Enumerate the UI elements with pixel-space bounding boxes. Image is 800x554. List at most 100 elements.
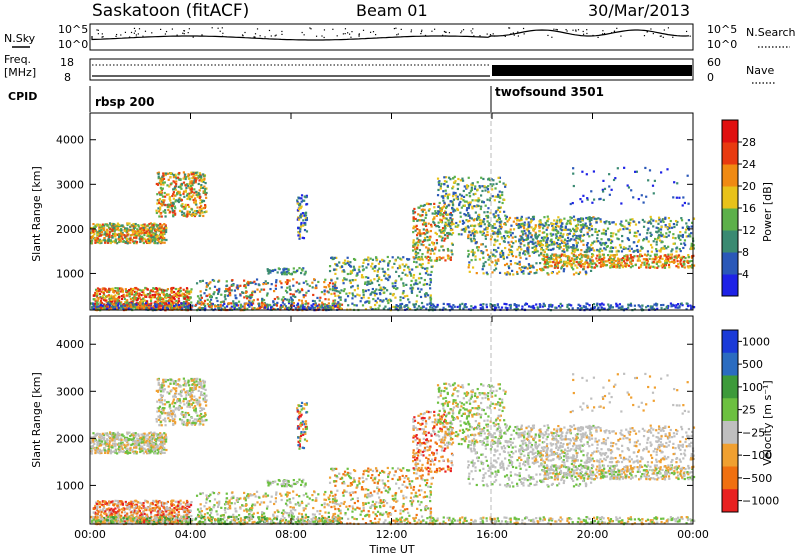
echo-cell <box>660 264 663 267</box>
echo-cell <box>185 295 188 298</box>
nsearch-dot <box>512 32 514 34</box>
echo-cell <box>254 282 257 286</box>
nsearch-dot <box>144 30 147 32</box>
echo-cell <box>321 301 324 304</box>
echo-cell <box>128 292 131 295</box>
echo-cell <box>469 238 473 241</box>
echo-cell <box>435 256 439 260</box>
echo-cell <box>452 185 455 188</box>
echo-cell <box>456 207 459 210</box>
nsearch-dot <box>133 27 136 30</box>
echo-cell <box>299 305 303 308</box>
echo-cell <box>160 239 164 242</box>
echo-cell <box>369 257 372 260</box>
echo-cell <box>568 239 571 242</box>
echo-cell <box>143 303 146 306</box>
echo-cell <box>172 304 176 308</box>
echo-cell <box>442 217 445 220</box>
echo-cell <box>396 287 399 290</box>
echo-cell <box>472 193 475 196</box>
echo-cell <box>671 236 675 239</box>
echo-cell <box>225 284 229 287</box>
echo-cell <box>105 239 108 242</box>
echo-cell <box>372 291 376 294</box>
echo-cell <box>182 302 185 305</box>
echo-cell <box>493 269 496 272</box>
echo-cell <box>342 282 345 285</box>
echo-cell <box>449 200 452 203</box>
echo-cell <box>336 277 339 280</box>
echo-cell <box>485 249 488 252</box>
echo-cell <box>638 255 641 258</box>
echo-cell <box>414 217 417 221</box>
echo-cell <box>577 261 580 264</box>
echo-cell <box>523 250 526 253</box>
echo-cell <box>567 258 570 262</box>
echo-cell <box>130 306 133 309</box>
echo-cell <box>160 193 163 196</box>
echo-cell <box>373 265 376 269</box>
nsearch-dot <box>182 32 184 34</box>
echo-cell <box>296 304 299 307</box>
echo-cell <box>588 228 591 231</box>
echo-cell <box>179 178 182 182</box>
echo-cell <box>172 197 175 200</box>
echo-cell <box>345 278 348 281</box>
echo-cell <box>448 257 451 260</box>
echo-cell <box>102 292 105 295</box>
echo-cell <box>233 289 237 292</box>
echo-cell <box>173 293 176 297</box>
echo-cell <box>443 176 446 179</box>
nsearch-dot <box>613 30 616 32</box>
echo-cell <box>435 239 438 242</box>
echo-cell <box>677 237 681 240</box>
echo-cell <box>545 247 548 250</box>
echo-cell <box>659 250 662 253</box>
echo-cell <box>545 241 549 245</box>
echo-cell <box>402 290 405 293</box>
echo-cell <box>224 298 227 301</box>
echo-cell <box>611 221 614 224</box>
echo-cell <box>381 267 384 270</box>
echo-cell <box>610 258 613 262</box>
echo-cell <box>396 306 399 309</box>
echo-cell <box>407 258 411 261</box>
nsearch-dot <box>662 36 664 38</box>
echo-cell <box>418 281 421 284</box>
nsearch-dot <box>309 27 311 29</box>
echo-cell <box>473 225 476 228</box>
echo-cell <box>561 222 564 225</box>
echo-cell <box>602 260 605 264</box>
echo-cell <box>138 230 142 233</box>
nsearch-dot <box>424 34 427 37</box>
echo-cell <box>289 296 293 299</box>
echo-cell <box>545 259 548 262</box>
echo-cell <box>488 222 491 225</box>
echo-cell <box>611 235 614 238</box>
echo-cell <box>512 273 515 276</box>
echo-cell <box>442 190 445 193</box>
echo-cell <box>124 240 127 244</box>
echo-cell <box>116 304 120 307</box>
echo-cell <box>612 258 615 261</box>
echo-cell <box>104 223 107 226</box>
echo-cell <box>112 240 115 243</box>
echo-cell <box>483 218 486 221</box>
echo-cell <box>435 242 439 245</box>
echo-cell <box>157 207 160 210</box>
echo-cell <box>461 179 465 182</box>
echo-cell <box>687 219 691 222</box>
echo-cell <box>473 187 477 190</box>
echo-cell <box>469 224 473 227</box>
echo-cell <box>388 307 391 310</box>
echo-cell <box>418 272 422 275</box>
echo-cell <box>466 207 469 210</box>
echo-cell <box>625 219 628 222</box>
nsky-line <box>91 29 690 41</box>
echo-cell <box>105 289 109 292</box>
echo-cell <box>546 220 549 223</box>
echo-cell <box>550 257 553 260</box>
echo-cell <box>360 276 364 279</box>
echo-cell <box>600 238 603 241</box>
echo-cell <box>609 266 612 269</box>
